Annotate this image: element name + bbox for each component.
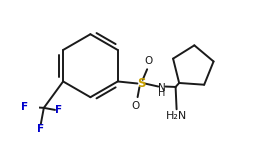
Text: O: O (132, 101, 140, 111)
Text: H₂N: H₂N (166, 111, 187, 121)
Text: S: S (137, 77, 145, 90)
Text: F: F (55, 105, 62, 115)
Text: H: H (158, 88, 166, 98)
Text: N: N (158, 82, 166, 93)
Text: F: F (37, 124, 44, 134)
Text: O: O (145, 56, 153, 66)
Text: F: F (21, 102, 28, 112)
